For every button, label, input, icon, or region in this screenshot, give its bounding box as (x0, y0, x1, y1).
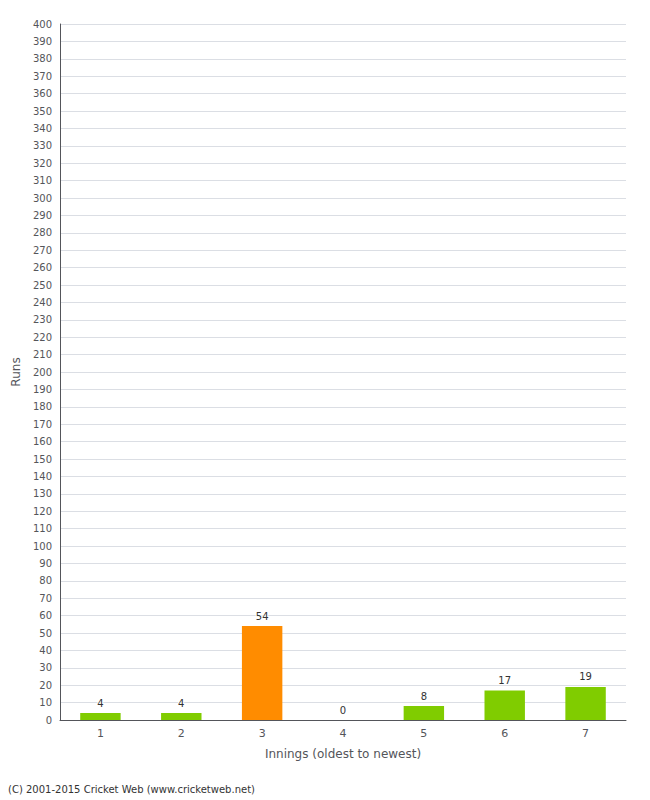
svg-text:340: 340 (33, 123, 52, 134)
svg-text:260: 260 (33, 262, 52, 273)
svg-text:290: 290 (33, 210, 52, 221)
svg-text:0: 0 (340, 705, 346, 716)
svg-text:350: 350 (33, 106, 52, 117)
svg-text:120: 120 (33, 506, 52, 517)
svg-text:19: 19 (579, 671, 592, 682)
svg-text:230: 230 (33, 314, 52, 325)
svg-text:150: 150 (33, 454, 52, 465)
svg-text:160: 160 (33, 436, 52, 447)
svg-text:390: 390 (33, 36, 52, 47)
svg-text:3: 3 (259, 727, 266, 740)
svg-text:310: 310 (33, 175, 52, 186)
svg-text:7: 7 (582, 727, 589, 740)
svg-text:400: 400 (33, 19, 52, 30)
svg-text:4: 4 (178, 698, 184, 709)
svg-text:100: 100 (33, 541, 52, 552)
svg-text:(C) 2001-2015 Cricket Web (www: (C) 2001-2015 Cricket Web (www.cricketwe… (8, 784, 255, 795)
svg-text:17: 17 (498, 675, 511, 686)
svg-text:30: 30 (39, 662, 52, 673)
svg-text:54: 54 (256, 611, 269, 622)
svg-text:180: 180 (33, 401, 52, 412)
svg-text:190: 190 (33, 384, 52, 395)
svg-text:Runs: Runs (9, 357, 23, 386)
svg-text:0: 0 (46, 715, 52, 726)
svg-text:2: 2 (178, 727, 185, 740)
svg-text:4: 4 (340, 727, 347, 740)
svg-text:90: 90 (39, 558, 52, 569)
svg-text:270: 270 (33, 245, 52, 256)
svg-text:130: 130 (33, 488, 52, 499)
svg-text:60: 60 (39, 610, 52, 621)
svg-text:300: 300 (33, 193, 52, 204)
svg-text:5: 5 (420, 727, 427, 740)
svg-text:20: 20 (39, 680, 52, 691)
svg-text:8: 8 (421, 691, 427, 702)
svg-text:280: 280 (33, 227, 52, 238)
svg-text:80: 80 (39, 575, 52, 586)
svg-text:70: 70 (39, 593, 52, 604)
svg-text:380: 380 (33, 53, 52, 64)
svg-text:140: 140 (33, 471, 52, 482)
svg-text:210: 210 (33, 349, 52, 360)
svg-text:4: 4 (97, 698, 103, 709)
svg-text:50: 50 (39, 628, 52, 639)
svg-text:370: 370 (33, 71, 52, 82)
svg-text:170: 170 (33, 419, 52, 430)
svg-text:1: 1 (97, 727, 104, 740)
svg-text:10: 10 (39, 697, 52, 708)
svg-text:110: 110 (33, 523, 52, 534)
svg-text:320: 320 (33, 158, 52, 169)
svg-text:240: 240 (33, 297, 52, 308)
svg-text:220: 220 (33, 332, 52, 343)
svg-text:360: 360 (33, 88, 52, 99)
svg-text:6: 6 (501, 727, 508, 740)
svg-text:250: 250 (33, 280, 52, 291)
svg-text:40: 40 (39, 645, 52, 656)
svg-text:330: 330 (33, 140, 52, 151)
svg-text:Innings (oldest to newest): Innings (oldest to newest) (265, 747, 421, 761)
svg-text:200: 200 (33, 367, 52, 378)
